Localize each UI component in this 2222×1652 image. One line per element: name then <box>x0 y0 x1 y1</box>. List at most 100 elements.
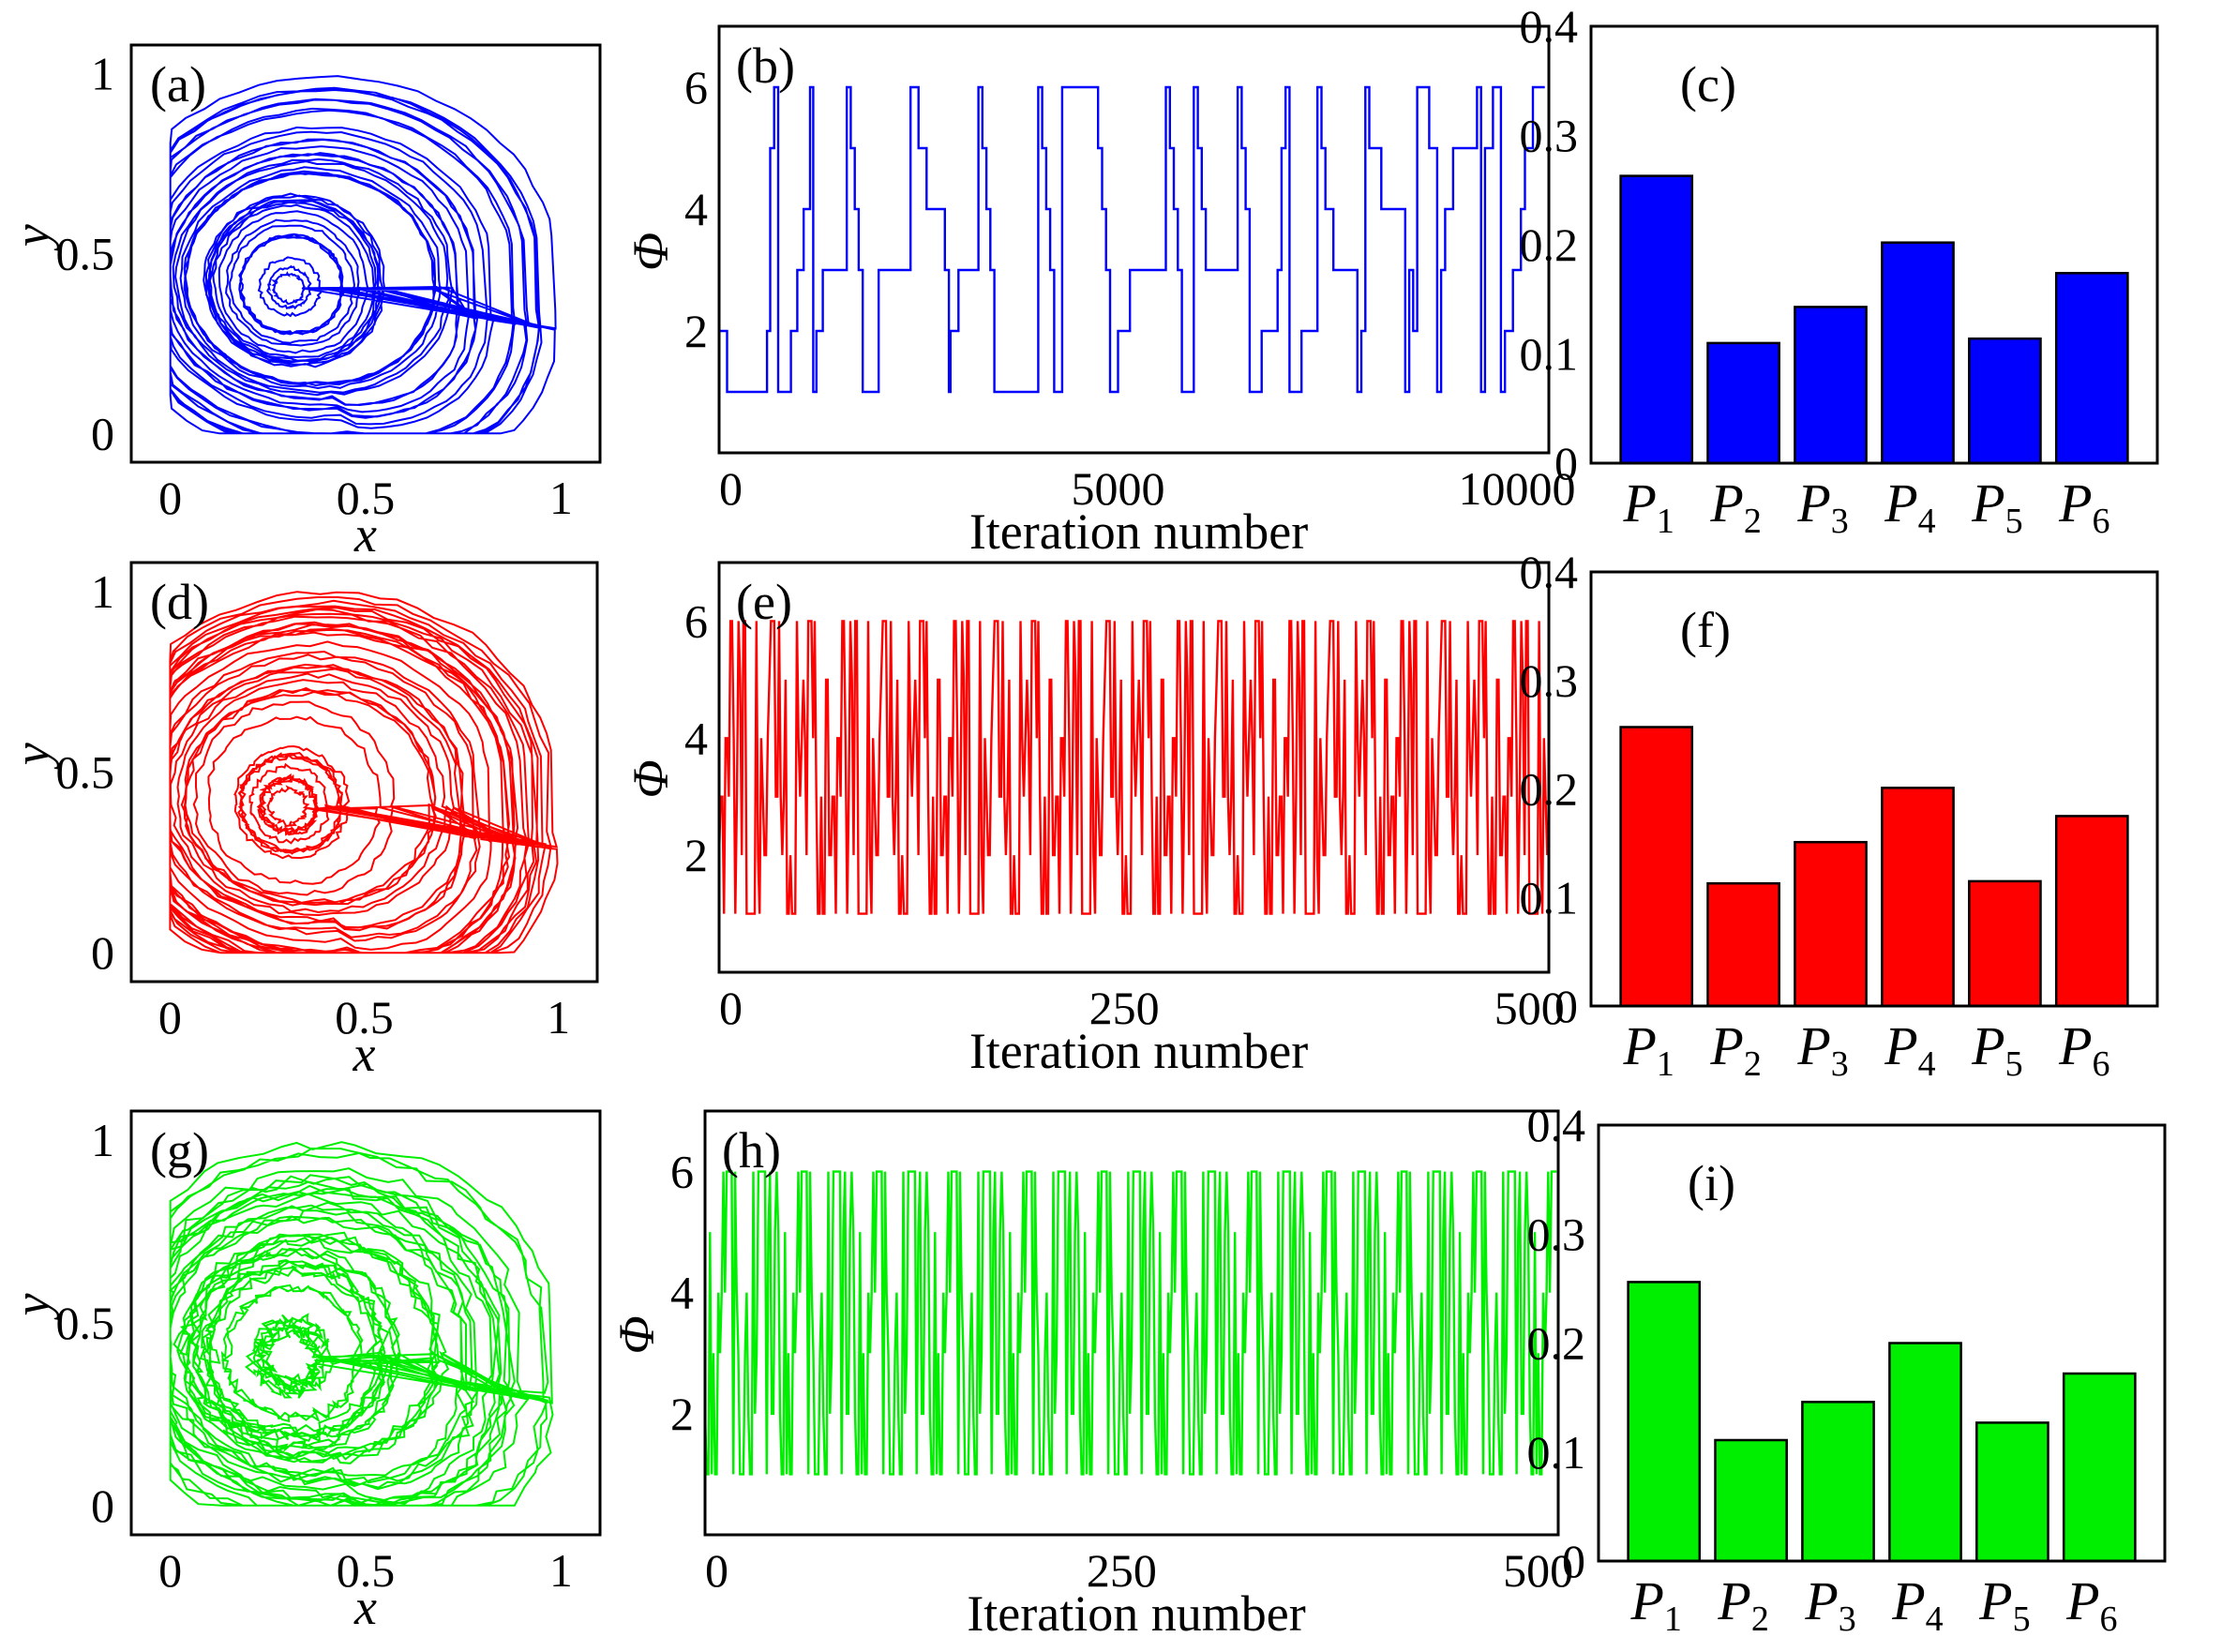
y-tick-label: 1 <box>91 1114 114 1166</box>
x-tick-label: 1 <box>549 1544 573 1597</box>
y-tick-label: 0 <box>1554 980 1578 1032</box>
y-tick-label: 0.3 <box>1520 654 1579 707</box>
category-label: P4 <box>1884 1015 1935 1084</box>
panel-f-frame <box>1589 570 2159 1008</box>
x-axis-label: x <box>353 506 377 563</box>
panel-b-frame <box>717 24 1551 455</box>
y-tick-label: 0.4 <box>1527 1099 1586 1151</box>
x-tick-label: 500 <box>1503 1544 1573 1597</box>
x-tick-label: 250 <box>1087 1544 1157 1597</box>
bar-p2 <box>1706 341 1780 465</box>
panel-c: P1 P2 P3 P4 P5 P6 0 0.1 0.2 0.3 0.4 (c) <box>1520 0 2159 541</box>
y-tick-label: 0.1 <box>1527 1426 1586 1479</box>
category-label: P3 <box>1796 473 1848 541</box>
bar-p3 <box>1794 306 1868 465</box>
x-tick-label: 0.5 <box>337 472 396 524</box>
category-label: P1 <box>1622 1015 1674 1084</box>
y-tick-label: 2 <box>670 1388 694 1440</box>
x-tick-label: 250 <box>1089 982 1160 1034</box>
panel-label: (f) <box>1680 602 1731 658</box>
y-tick-label: 0.3 <box>1527 1208 1586 1260</box>
bar-p6 <box>2054 815 2129 1008</box>
bar-p2 <box>1714 1438 1788 1563</box>
x-tick-label: 1 <box>547 991 570 1044</box>
category-label: P2 <box>1709 1015 1761 1084</box>
attractor-trajectory-a <box>169 75 557 435</box>
y-axis-label: y <box>4 224 60 251</box>
panel-label: (d) <box>150 574 209 630</box>
category-label: P2 <box>1717 1570 1768 1639</box>
y-tick-label: 4 <box>684 712 708 764</box>
x-tick-label: 10000 <box>1458 462 1575 515</box>
panel-g: 0 0.5 1 0 0.5 1 x y (g) <box>4 1109 602 1635</box>
bar-p2 <box>1706 881 1780 1008</box>
y-tick-label: 6 <box>684 594 708 647</box>
bar-p5 <box>1968 337 2042 465</box>
y-tick-label: 1 <box>91 48 114 100</box>
y-tick-label: 0.5 <box>56 746 115 799</box>
y-tick-label: 0 <box>91 407 114 459</box>
y-axis-label: y <box>4 743 60 770</box>
x-axis-label: Iteration number <box>967 1585 1305 1642</box>
panel-d: 0 0.5 1 0 0.5 1 x y (d) <box>4 561 599 1082</box>
x-axis-label: x <box>353 1026 376 1082</box>
x-tick-label: 0.5 <box>335 991 394 1044</box>
panel-label: (i) <box>1688 1155 1735 1211</box>
panel-label: (e) <box>736 574 792 630</box>
category-label: P2 <box>1709 473 1761 541</box>
bar-p3 <box>1794 840 1868 1008</box>
category-label: P6 <box>2065 1570 2117 1639</box>
y-tick-label: 0.4 <box>1520 0 1579 53</box>
panel-label: (g) <box>150 1122 209 1179</box>
x-tick-label: 0 <box>158 1544 182 1597</box>
y-axis-label: Φ <box>623 233 679 271</box>
y-tick-label: 0 <box>1562 1535 1585 1587</box>
y-tick-label: 0.2 <box>1527 1317 1586 1370</box>
bar-p3 <box>1801 1401 1875 1563</box>
panel-i: P1 P2 P3 P4 P5 P6 0 0.1 0.2 0.3 0.4 (i) <box>1527 1099 2167 1639</box>
x-tick-label: 5000 <box>1071 462 1164 515</box>
panel-e: 0 250 500 2 4 6 Iteration number Φ (e) <box>623 561 1565 1079</box>
y-tick-label: 1 <box>91 565 114 618</box>
category-label: P1 <box>1629 1570 1681 1639</box>
x-tick-label: 0.5 <box>337 1544 396 1597</box>
attractor-trajectory-d <box>169 591 559 954</box>
attractor-trajectory-g <box>168 1141 554 1507</box>
bar-p6 <box>2054 272 2129 465</box>
category-label: P6 <box>2058 1015 2109 1084</box>
category-label: P5 <box>1978 1570 2030 1639</box>
x-tick-label: 1 <box>549 472 573 524</box>
y-tick-label: 0.3 <box>1520 110 1579 162</box>
y-tick-label: 0 <box>1554 437 1578 489</box>
category-label: P4 <box>1891 1570 1943 1639</box>
bar-p4 <box>1881 787 1955 1008</box>
y-tick-label: 0.4 <box>1520 546 1579 598</box>
bar-p4 <box>1881 241 1955 465</box>
category-label: P6 <box>2058 473 2109 541</box>
bar-p1 <box>1619 174 1694 465</box>
category-label: P3 <box>1796 1015 1848 1084</box>
category-label: P4 <box>1884 473 1935 541</box>
panel-a: 0 0.5 1 0 0.5 1 x y (a) <box>4 43 602 563</box>
phi-series-h <box>703 1170 1557 1476</box>
category-label: P5 <box>1971 1015 2022 1084</box>
y-tick-label: 6 <box>670 1146 694 1198</box>
panel-b: 0 5000 10000 2 4 6 Iteration number Φ (b) <box>623 24 1575 560</box>
x-tick-label: 500 <box>1494 982 1565 1034</box>
bar-p1 <box>1619 726 1694 1008</box>
y-tick-label: 0.1 <box>1520 871 1579 924</box>
panel-d-frame <box>129 561 599 984</box>
panel-f: P1 P2 P3 P4 P5 P6 0 0.1 0.2 0.3 0.4 (f) <box>1520 546 2159 1084</box>
panel-label: (h) <box>722 1122 781 1179</box>
y-tick-label: 6 <box>684 61 708 113</box>
bar-p1 <box>1627 1281 1702 1563</box>
y-tick-label: 0.5 <box>56 1297 115 1349</box>
category-label: P5 <box>1971 473 2022 541</box>
y-axis-label: Φ <box>608 1315 665 1354</box>
panel-i-frame <box>1597 1123 2167 1563</box>
x-tick-label: 0 <box>158 472 182 524</box>
panel-label: (c) <box>1680 56 1736 113</box>
y-tick-label: 0 <box>91 1479 114 1532</box>
x-tick-label: 0 <box>158 991 182 1044</box>
x-tick-label: 0 <box>705 1544 728 1597</box>
